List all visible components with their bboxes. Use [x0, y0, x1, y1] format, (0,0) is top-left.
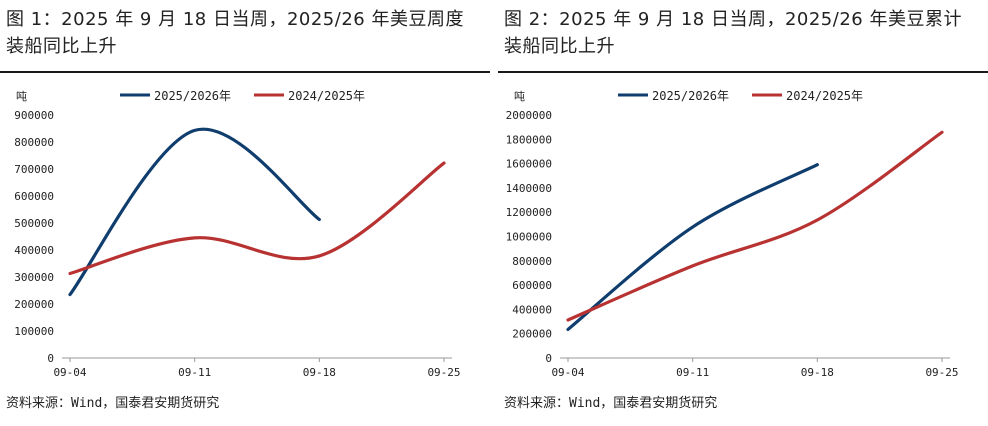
line-chart: 吨 2025/2026年 2024/2025年 0 200000 400000 600000…: [506, 89, 959, 379]
x-tick-label: 09-18: [303, 366, 336, 379]
y-tick-label: 2000000: [506, 109, 552, 122]
series-line: [566, 163, 819, 332]
chart-title-line-1: 图 2：2025 年 9 月 18 日当周，2025/26 年美豆累计: [504, 9, 962, 30]
chart-panel-1: 图 1：2025 年 9 月 18 日当周，2025/26 年美豆周度 装船同比…: [0, 0, 490, 411]
x-tick-label: 09-11: [676, 366, 709, 379]
series-line: [68, 127, 321, 297]
y-tick-label: 200000: [14, 298, 54, 311]
y-tick-label: 100000: [14, 325, 54, 338]
y-axis-unit: 吨: [514, 90, 525, 103]
y-tick-label: 300000: [14, 271, 54, 284]
y-tick-label: 1200000: [506, 206, 552, 219]
y-tick-label: 1600000: [506, 158, 552, 171]
y-tick-label: 1000000: [506, 231, 552, 244]
y-tick-label: 200000: [512, 328, 552, 341]
y-tick-label: 600000: [14, 190, 54, 203]
x-tick-label: 09-25: [427, 366, 460, 379]
legend-label: 2024/2025年: [288, 89, 365, 103]
legend-label: 2025/2026年: [154, 89, 231, 103]
chart-title: 图 2：2025 年 9 月 18 日当周，2025/26 年美豆累计 装船同比…: [504, 6, 988, 60]
x-tick-label: 09-04: [53, 366, 86, 379]
chart-title-line-2: 装船同比上升: [6, 36, 117, 57]
line-chart: 吨 2025/2026年 2024/2025年 0 100000 200000 300000…: [14, 89, 460, 379]
y-tick-label: 600000: [512, 279, 552, 292]
title-divider: [0, 71, 490, 73]
y-tick-label: 800000: [512, 255, 552, 268]
series-line: [68, 161, 446, 276]
y-tick-label: 400000: [14, 244, 54, 257]
y-tick-label: 1800000: [506, 133, 552, 146]
legend: 2025/2026年 2024/2025年: [618, 89, 863, 103]
legend-label: 2024/2025年: [786, 89, 863, 103]
x-tick-label: 09-04: [551, 366, 584, 379]
chart-panel-2: 图 2：2025 年 9 月 18 日当周，2025/26 年美豆累计 装船同比…: [498, 0, 988, 411]
chart-title: 图 1：2025 年 9 月 18 日当周，2025/26 年美豆周度 装船同比…: [6, 6, 490, 60]
y-tick-label: 700000: [14, 163, 54, 176]
legend-label: 2025/2026年: [652, 89, 729, 103]
y-tick-label: 0: [545, 352, 552, 365]
x-tick-label: 09-11: [178, 366, 211, 379]
title-divider: [498, 71, 988, 73]
legend: 2025/2026年 2024/2025年: [120, 89, 365, 103]
y-tick-label: 500000: [14, 217, 54, 230]
y-tick-label: 800000: [14, 136, 54, 149]
source-note: 资料来源：Wind，国泰君安期货研究: [6, 396, 220, 411]
series-line: [566, 130, 944, 322]
x-tick-label: 09-25: [925, 366, 958, 379]
source-note: 资料来源：Wind，国泰君安期货研究: [504, 396, 718, 411]
y-tick-label: 900000: [14, 109, 54, 122]
chart-title-line-2: 装船同比上升: [504, 36, 615, 57]
y-tick-label: 400000: [512, 303, 552, 316]
y-axis-unit: 吨: [16, 90, 27, 103]
chart-title-line-1: 图 1：2025 年 9 月 18 日当周，2025/26 年美豆周度: [6, 9, 464, 30]
x-tick-label: 09-18: [801, 366, 834, 379]
y-tick-label: 0: [47, 352, 54, 365]
y-tick-label: 1400000: [506, 182, 552, 195]
